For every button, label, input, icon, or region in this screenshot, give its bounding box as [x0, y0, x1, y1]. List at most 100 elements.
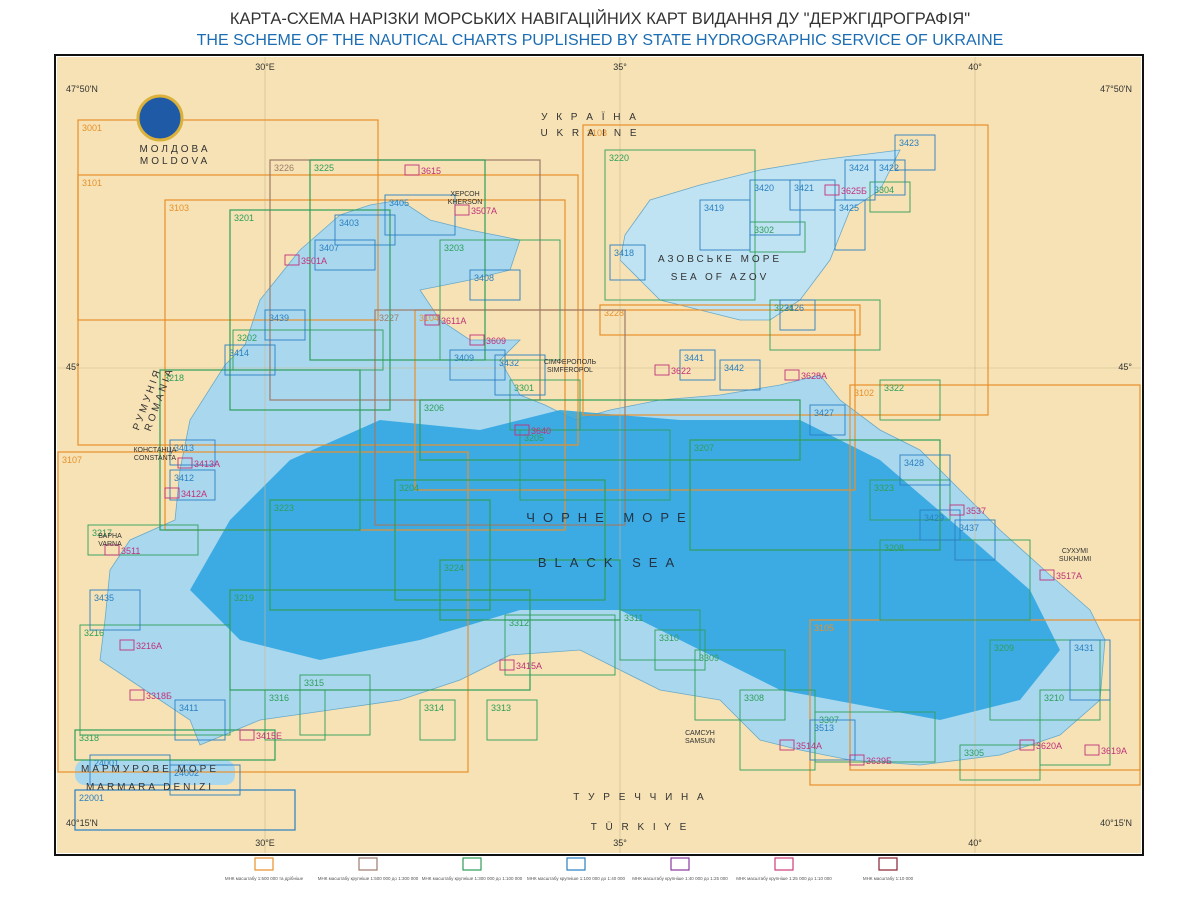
chart-frame [824, 184, 840, 196]
chart-number: 3609 [486, 336, 506, 346]
chart-number: 3415А [516, 661, 542, 671]
chart-frame [879, 379, 941, 421]
chart-number: 22001 [79, 793, 104, 803]
chart-number: 3315 [304, 678, 324, 688]
latitude-label: 40°15'N [1100, 818, 1132, 828]
place-name: T Ü R K I Y E [591, 821, 689, 833]
chart-number: 3423 [899, 138, 919, 148]
chart-frame [164, 487, 180, 499]
chart-number: 3422 [879, 163, 899, 173]
chart-frame [394, 479, 606, 601]
chart-frame [894, 134, 936, 171]
chart-number: 3301 [514, 383, 534, 393]
place-name: MARMARA DENIZI [86, 782, 214, 793]
chart-number: 3437 [959, 523, 979, 533]
place-name: MOLDOVA [140, 156, 210, 167]
chart-frame [169, 469, 216, 501]
place-name: САМСУН [685, 730, 715, 737]
place-name: КОНСТАНЦА [134, 447, 177, 454]
chart-frame [749, 179, 801, 236]
chart-number: 3219 [234, 593, 254, 603]
chart-frame [469, 334, 485, 346]
emblem [136, 94, 184, 142]
longitude-label: 40° [968, 62, 982, 72]
latitude-label: 45° [1118, 362, 1132, 372]
chart-number: 3313 [491, 703, 511, 713]
legend-swatch [878, 857, 898, 871]
chart-number: 3620А [1036, 741, 1062, 751]
title-en: THE SCHEME OF THE NAUTICAL CHARTS PUPLIS… [197, 32, 1004, 49]
chart-number: 3513 [814, 723, 834, 733]
place-name: VARNA [98, 541, 122, 548]
place-name: Т У Р Е Ч Ч И Н А [573, 792, 706, 803]
chart-frame [499, 659, 515, 671]
chart-number: 3514А [796, 741, 822, 751]
chart-frame [119, 639, 135, 651]
chart-number: 3318 [79, 733, 99, 743]
chart-frame [404, 164, 420, 176]
chart-frame [954, 519, 996, 561]
chart-frame [814, 711, 936, 763]
chart-frame [949, 504, 965, 516]
chart-frame [654, 364, 670, 376]
chart-frame [229, 209, 391, 411]
chart-frame [609, 244, 646, 281]
chart-number: 3310 [659, 633, 679, 643]
chart-number: 3205 [524, 433, 544, 443]
chart-number: 3628А [801, 371, 827, 381]
chart-number: 3217 [92, 528, 112, 538]
chart-frame [104, 544, 120, 556]
legend-swatch [566, 857, 586, 871]
chart-number: 3108 [587, 128, 607, 138]
place-name: U K R A I N E [540, 128, 639, 139]
chart-frame [164, 199, 566, 531]
chart-number: 3407 [319, 243, 339, 253]
chart-number: 3302 [754, 225, 774, 235]
chart-frame [174, 699, 226, 741]
chart-frame [504, 614, 616, 676]
chart-number: 3413А [194, 459, 220, 469]
chart-number: 3104 [419, 313, 439, 323]
chart-frame [619, 609, 701, 661]
chart-number: 3408 [474, 273, 494, 283]
place-name: KHERSON [448, 199, 483, 206]
chart-frame [679, 349, 716, 381]
chart-frame [299, 674, 371, 736]
legend: МНК масштабу 1:500 000 та дрібніше МНК ма… [225, 857, 914, 881]
latitude-label: 45° [66, 362, 80, 372]
chart-number: 3431 [1074, 643, 1094, 653]
chart-number: 3420 [754, 183, 774, 193]
chart-frame [264, 309, 306, 341]
coordinates: 30°E 35° 40° 30°E 35° 40° 47°50'N 45° 40°15'N 47°… [66, 62, 1132, 848]
chart-frame [419, 699, 456, 741]
chart-frame [849, 384, 1141, 771]
chart-number: 3223 [274, 503, 294, 513]
chart-number: 3103 [169, 203, 189, 213]
chart-number: 3225 [314, 163, 334, 173]
chart-frame [919, 509, 961, 541]
chart-frame [486, 699, 538, 741]
chart-frame [719, 359, 761, 391]
chart-number: 3221 [774, 303, 794, 313]
longitude-label: 35° [613, 62, 627, 72]
chart-number: 24001 [94, 758, 119, 768]
legend-label: МНК масштабу крупніше 1:500 000 до 1:300… [318, 876, 419, 881]
chart-number: 3432 [499, 358, 519, 368]
chart-frame [239, 729, 255, 741]
chart-frame [1084, 744, 1100, 756]
place-name: ЧОРНЕ МОРЕ [526, 510, 693, 525]
chart-number: 3107 [62, 455, 82, 465]
chart-number: 3425 [839, 203, 859, 213]
legend-label: МНК масштабу крупніше 1:25 000 до 1:10 0… [736, 876, 832, 881]
chart-number: 3441 [684, 353, 704, 363]
chart-frame [1039, 689, 1111, 766]
chart-number: 3312 [509, 618, 529, 628]
chart-number: 3511 [121, 546, 140, 556]
chart-number: 3001 [82, 123, 102, 133]
legend-swatch [254, 857, 274, 871]
chart-number: 3322 [884, 383, 904, 393]
chart-number: 3318Б [146, 691, 172, 701]
place-name: У К Р А Ї Н А [541, 111, 639, 123]
latitude-label: 47°50'N [1100, 84, 1132, 94]
chart-frame [419, 399, 801, 461]
